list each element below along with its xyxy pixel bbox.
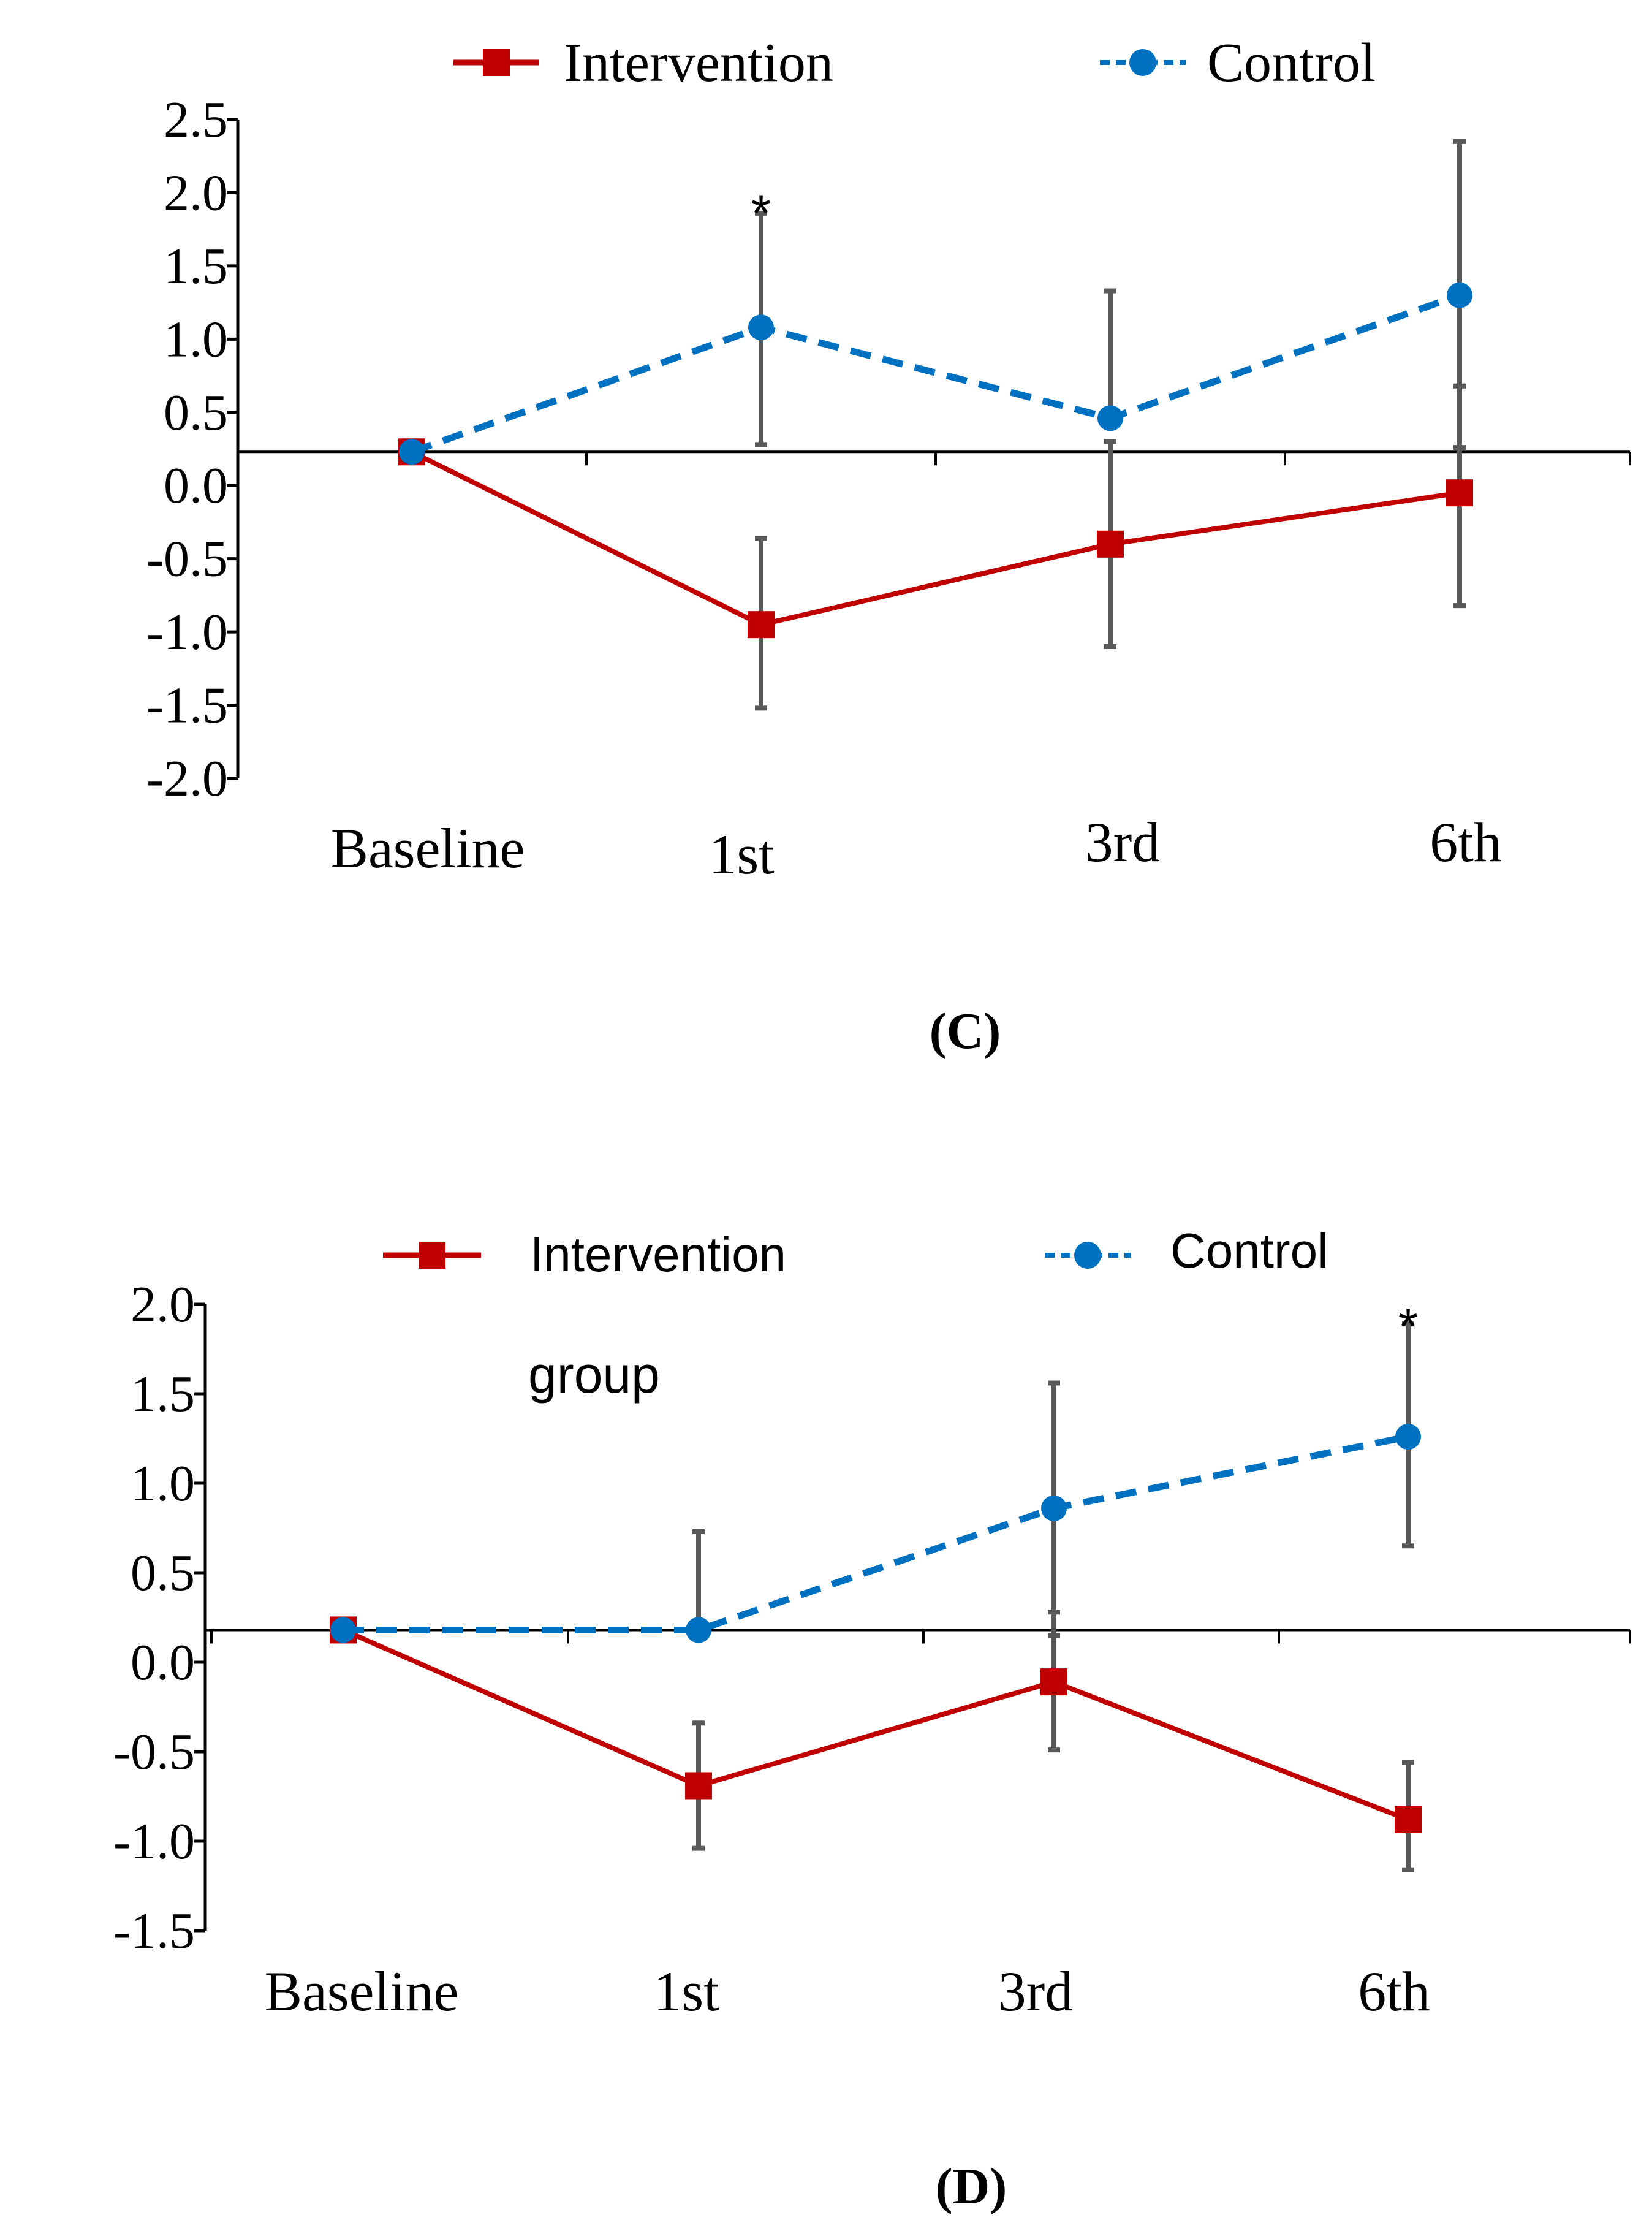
y-tick-label: -0.5 (146, 531, 228, 588)
legend-label-control: Control (1207, 32, 1376, 93)
panel-c-axes (227, 118, 1631, 780)
series-line-intervention (411, 449, 1460, 628)
y-tick-label: 0.5 (131, 1545, 195, 1602)
y-tick-label: 0.5 (164, 384, 228, 441)
panel-d-tick-labels: 2.0 1.5 1.0 0.5 0.0 -0.5 -1.0 -1.5 (113, 1276, 195, 1959)
x-category-label: 3rd (998, 1960, 1074, 2023)
series-line-control (411, 292, 1461, 455)
data-point-control (330, 1617, 356, 1643)
panel-d: Intervention Control group 2.0 1.5 1.0 0.5 0… (113, 1223, 1631, 2215)
data-point-control (686, 1617, 711, 1643)
x-category-label: 1st (653, 1960, 719, 2023)
panel-c-letter: C (947, 1003, 984, 1060)
y-tick-label: -1.5 (113, 1902, 195, 1959)
x-category-label: Baseline (331, 817, 525, 880)
y-tick-label: 1.5 (131, 1366, 195, 1423)
y-tick-label: 2.0 (131, 1276, 195, 1333)
data-point-intervention (1395, 1806, 1422, 1833)
x-category-label: 6th (1358, 1960, 1430, 2023)
panel-d-category-labels: Baseline 1st 3rd 6th (265, 1960, 1430, 2023)
panel-c-label: (C) (930, 1003, 1001, 1060)
data-point-intervention (685, 1772, 712, 1800)
y-tick-label: -0.5 (113, 1724, 195, 1781)
y-tick-label: 1.5 (164, 238, 228, 295)
x-category-label: 3rd (1085, 811, 1161, 873)
legend-square-marker (419, 1242, 445, 1269)
panel-d-significance-star: * (1398, 1298, 1419, 1355)
legend-circle-marker (1129, 49, 1156, 76)
panel-d-letter: D (953, 2158, 990, 2215)
x-category-label: 1st (708, 823, 775, 886)
panel-d-annotation-group: group (528, 1346, 660, 1404)
data-point-control (748, 314, 774, 341)
data-point-intervention (1097, 530, 1124, 558)
legend-label-intervention: Intervention (530, 1227, 786, 1282)
panel-c-tick-labels: 2.5 2.0 1.5 1.0 0.5 0.0 -0.5 -1.0 -1.5 -2.0 (146, 91, 228, 807)
data-point-control (1395, 1424, 1421, 1450)
y-tick-label: 2.5 (164, 91, 228, 148)
data-point-control (399, 439, 425, 465)
panel-d-error-bars (692, 1321, 1414, 1872)
legend-square-marker (483, 49, 510, 76)
legend-circle-marker (1074, 1242, 1101, 1269)
panel-c-legend: Intervention Control (453, 32, 1376, 93)
data-point-intervention (748, 611, 775, 639)
data-point-control (1041, 1495, 1067, 1521)
panel-c-category-labels: Baseline 1st 3rd 6th (331, 811, 1502, 886)
y-tick-label: 0.0 (164, 457, 228, 514)
data-point-intervention (1446, 479, 1473, 507)
panel-d-series (330, 1424, 1422, 1833)
panel-d-label: (D) (936, 2158, 1007, 2215)
y-tick-label: 1.0 (131, 1455, 195, 1512)
legend-label-intervention: Intervention (564, 32, 833, 93)
data-point-control (1097, 405, 1123, 431)
panel-d-axes (194, 1302, 1631, 1933)
panel-d-legend: Intervention Control (383, 1223, 1328, 1282)
panel-c-series (398, 282, 1473, 639)
panel-c-significance-star: * (751, 184, 771, 241)
data-point-control (1447, 282, 1472, 308)
panel-c: Intervention Control 2.5 2.0 1.5 1.0 0.5 0.0 -… (146, 32, 1631, 1060)
data-point-intervention (1040, 1668, 1067, 1696)
legend-label-control: Control (1170, 1223, 1328, 1278)
y-tick-label: 1.0 (164, 311, 228, 368)
y-tick-label: -2.0 (146, 750, 228, 807)
y-tick-label: 0.0 (131, 1634, 195, 1691)
x-category-label: 6th (1430, 811, 1502, 873)
series-line-intervention (342, 1627, 1409, 1822)
y-tick-label: -1.5 (146, 677, 228, 734)
series-line-control (343, 1433, 1409, 1633)
x-category-label: Baseline (265, 1960, 459, 2023)
y-tick-label: -1.0 (113, 1813, 195, 1870)
y-tick-label: -1.0 (146, 604, 228, 661)
y-tick-label: 2.0 (164, 164, 228, 221)
